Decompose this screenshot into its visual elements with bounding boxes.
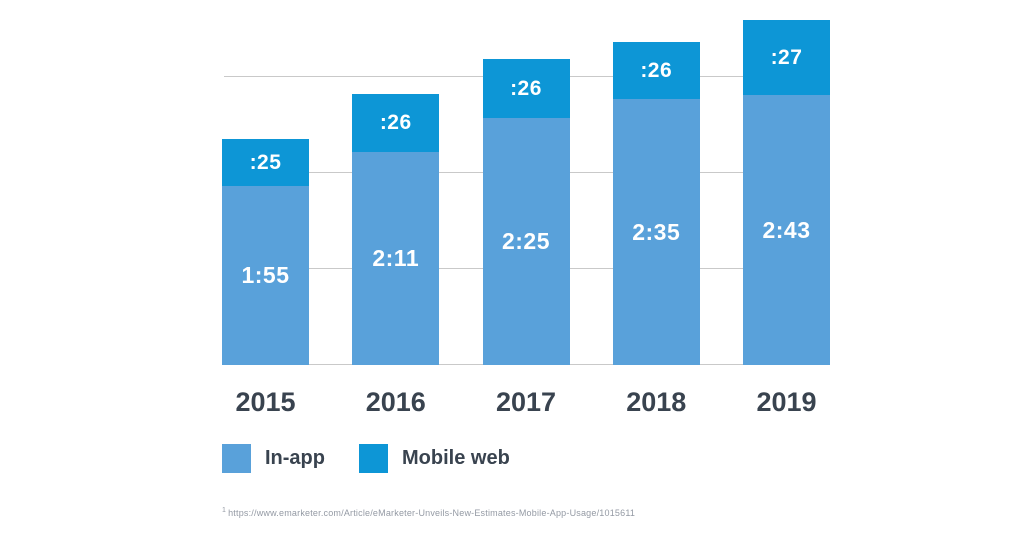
in-app-segment: 2:43 bbox=[743, 95, 830, 365]
bar-2017: :26 2:25 bbox=[482, 59, 570, 365]
in-app-value: 2:11 bbox=[372, 245, 420, 271]
footnote-url: https://www.emarketer.com/Article/eMarke… bbox=[228, 508, 636, 518]
legend-swatch-mobile-web bbox=[359, 444, 388, 473]
mobile-web-segment: :26 bbox=[352, 94, 440, 152]
in-app-segment: 2:35 bbox=[612, 99, 700, 365]
legend-label-mobile-web: Mobile web bbox=[402, 447, 510, 469]
mobile-web-value: :26 bbox=[510, 76, 542, 100]
x-label-2019: 2019 bbox=[756, 387, 817, 417]
footnote: 1 https://www.emarketer.com/Article/eMark… bbox=[222, 507, 635, 518]
legend-swatch-in-app bbox=[222, 444, 251, 473]
in-app-segment: 2:25 bbox=[482, 118, 570, 365]
mobile-web-value: :26 bbox=[640, 58, 673, 82]
bar-2019: :27 2:43 bbox=[743, 20, 830, 365]
x-label-2016: 2016 bbox=[365, 387, 426, 417]
bar-2018: :26 2:35 bbox=[612, 42, 700, 365]
mobile-web-value: :25 bbox=[249, 150, 282, 174]
legend-item-in-app: In-app bbox=[222, 444, 325, 473]
mobile-web-value: :27 bbox=[770, 45, 803, 69]
mobile-web-segment: :25 bbox=[222, 139, 309, 186]
in-app-value: 2:25 bbox=[501, 228, 551, 254]
footnote-marker: 1 bbox=[222, 507, 227, 514]
legend-label-in-app: In-app bbox=[265, 447, 325, 469]
in-app-value: 1:55 bbox=[241, 262, 290, 288]
bars-row: :25 1:55 :26 2:11 :26 2:25 :26 2:35 :27 2:43 bbox=[222, 18, 830, 365]
x-axis-labels: 2015 2016 2017 2018 2019 bbox=[222, 387, 830, 418]
in-app-segment: 2:11 bbox=[352, 152, 440, 365]
mobile-web-segment: :27 bbox=[743, 20, 830, 95]
x-label-2015: 2015 bbox=[235, 387, 296, 417]
legend-item-mobile-web: Mobile web bbox=[359, 444, 510, 473]
mobile-web-segment: :26 bbox=[612, 42, 700, 99]
in-app-value: 2:35 bbox=[632, 218, 681, 245]
legend: In-app Mobile web bbox=[222, 444, 510, 473]
plot-area: :25 1:55 :26 2:11 :26 2:25 :26 2:35 :27 2:43 bbox=[222, 18, 830, 365]
bar-2015: :25 1:55 bbox=[222, 139, 309, 365]
bar-2016: :26 2:11 bbox=[352, 94, 440, 365]
in-app-segment: 1:55 bbox=[222, 186, 309, 365]
x-label-2017: 2017 bbox=[495, 387, 557, 417]
x-label-2018: 2018 bbox=[626, 387, 687, 417]
in-app-value: 2:43 bbox=[762, 216, 811, 243]
mobile-web-value: :26 bbox=[379, 111, 412, 134]
mobile-web-segment: :26 bbox=[482, 59, 570, 118]
